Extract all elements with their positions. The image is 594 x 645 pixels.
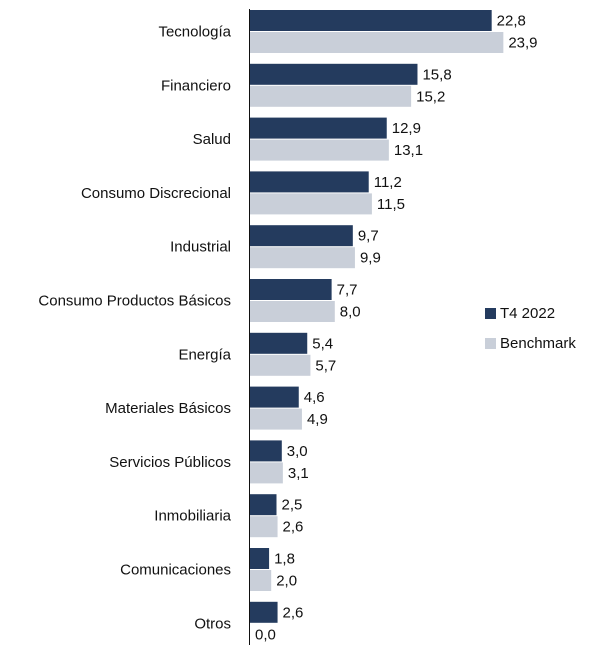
bar-series-2 <box>250 408 302 430</box>
legend-swatch-series-1 <box>485 307 496 319</box>
data-label-series-1: 12,9 <box>392 120 421 137</box>
bar-series-2 <box>250 85 412 107</box>
data-label-series-1: 15,8 <box>422 66 451 83</box>
data-label-series-1: 5,4 <box>312 335 333 352</box>
bar-series-2 <box>250 301 335 322</box>
data-label-series-2: 5,7 <box>315 357 336 374</box>
legend-label-series-2: Benchmark <box>500 334 576 352</box>
category-label: Consumo Discrecional <box>81 185 231 202</box>
bar-series-1 <box>250 332 308 354</box>
data-label-series-2: 8,0 <box>340 304 361 321</box>
bar-series-2 <box>250 462 283 484</box>
data-label-series-1: 1,8 <box>274 551 295 568</box>
category-label: Financiero <box>161 77 231 94</box>
bar-series-1 <box>250 10 492 31</box>
bar-series-1 <box>250 117 387 139</box>
category-label: Otros <box>194 615 231 632</box>
bar-series-2 <box>250 32 504 53</box>
category-label: Materiales Básicos <box>105 400 231 417</box>
data-label-series-2: 2,6 <box>283 519 304 536</box>
data-label-series-1: 3,0 <box>287 443 308 460</box>
data-label-series-2: 15,2 <box>416 88 445 105</box>
data-label-series-1: 2,5 <box>282 497 303 514</box>
category-label: Consumo Productos Básicos <box>38 293 231 310</box>
bar-series-2 <box>250 193 372 215</box>
data-label-series-2: 0,0 <box>255 626 276 643</box>
category-label: Tecnología <box>158 24 231 41</box>
bar-series-2 <box>250 354 311 376</box>
category-label: Inmobiliaria <box>154 508 231 525</box>
data-label-series-2: 3,1 <box>288 465 309 482</box>
bar-series-1 <box>250 225 353 247</box>
bar-series-1 <box>250 386 299 408</box>
category-label: Salud <box>193 131 231 148</box>
bar-series-1 <box>250 63 418 85</box>
bar-series-1 <box>250 440 282 462</box>
bar-series-1 <box>250 601 278 623</box>
legend: T4 2022 Benchmark <box>485 300 590 360</box>
bar-series-1 <box>250 494 277 516</box>
bar-series-2 <box>250 139 389 161</box>
data-label-series-2: 11,5 <box>377 196 405 213</box>
bar-series-1 <box>250 171 369 193</box>
bar-series-1 <box>250 548 270 569</box>
bar-series-2 <box>250 247 355 269</box>
data-label-series-1: 9,7 <box>358 228 379 245</box>
legend-label-series-1: T4 2022 <box>500 304 556 322</box>
category-label: Energía <box>178 346 231 363</box>
data-label-series-2: 4,9 <box>307 411 328 428</box>
category-label: Comunicaciones <box>120 562 231 579</box>
data-label-series-1: 7,7 <box>337 282 358 299</box>
data-label-series-1: 2,6 <box>283 604 304 621</box>
data-label-series-2: 2,0 <box>276 573 297 590</box>
legend-item-series-2: Benchmark <box>485 330 590 356</box>
legend-item-series-1: T4 2022 <box>485 300 590 326</box>
data-label-series-1: 4,6 <box>304 389 325 406</box>
bar-series-2 <box>250 516 278 538</box>
data-label-series-2: 13,1 <box>394 142 423 159</box>
data-label-series-1: 11,2 <box>374 174 402 191</box>
bar-series-2 <box>250 570 272 591</box>
category-label: Industrial <box>170 239 231 256</box>
bar-series-1 <box>250 279 332 300</box>
data-label-series-1: 22,8 <box>497 13 526 30</box>
category-label: Servicios Públicos <box>109 454 231 471</box>
data-label-series-2: 23,9 <box>508 35 537 52</box>
legend-swatch-series-2 <box>485 337 496 349</box>
data-label-series-2: 9,9 <box>360 250 381 267</box>
